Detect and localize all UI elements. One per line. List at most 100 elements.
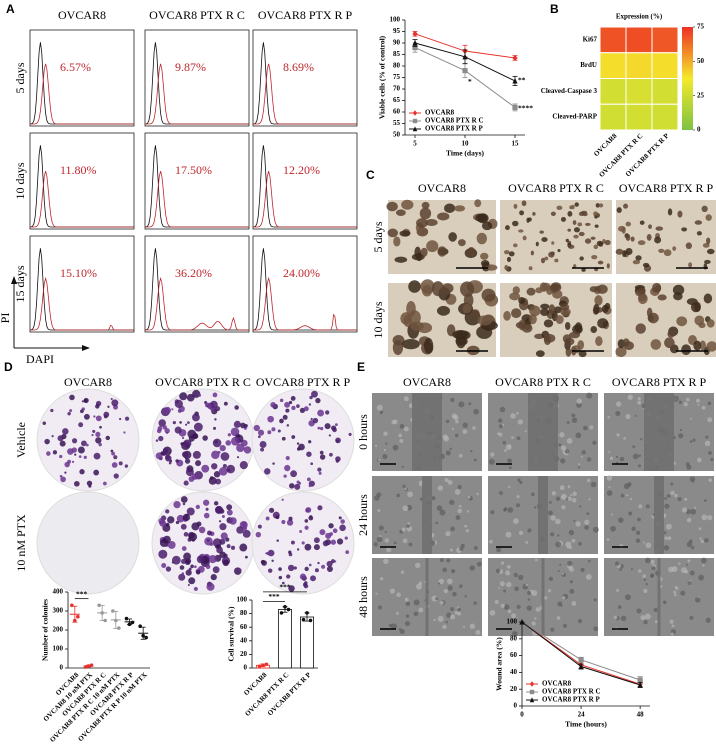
- colony: [81, 440, 87, 447]
- spheroid: [593, 211, 598, 217]
- colony: [81, 400, 85, 403]
- y-axis-label: Cell survival (%): [227, 606, 236, 661]
- cell: [413, 611, 419, 617]
- colony: [206, 582, 215, 591]
- spheroid: [455, 337, 468, 346]
- spheroid: [637, 287, 646, 295]
- cell: [617, 605, 622, 609]
- cell: [690, 509, 696, 515]
- spheroid: [470, 309, 480, 319]
- colony: [175, 459, 179, 463]
- colony: [267, 415, 274, 423]
- cell: [686, 517, 692, 523]
- cell: [498, 586, 501, 589]
- x-tick-label: 48: [637, 711, 645, 719]
- cell: [634, 414, 637, 417]
- cell: [457, 611, 462, 616]
- spheroid: [564, 322, 571, 331]
- spheroid: [672, 284, 685, 296]
- spheroid: [386, 201, 398, 212]
- row-label: 24 hours: [356, 494, 370, 536]
- cell: [404, 487, 407, 491]
- colony: [52, 450, 58, 455]
- colony: [183, 480, 189, 486]
- cell: [531, 621, 536, 626]
- colony: [99, 425, 102, 429]
- colony: [315, 397, 321, 404]
- culture-plate: [36, 491, 140, 595]
- cell: [587, 559, 591, 563]
- spheroid: [693, 340, 702, 351]
- colony: [259, 441, 267, 448]
- data-point: [103, 618, 107, 623]
- spheroid: [518, 296, 526, 304]
- cell: [406, 524, 410, 528]
- y-tick-label: 100: [53, 645, 64, 653]
- cell: [379, 412, 382, 415]
- spheroid: [543, 333, 556, 343]
- row-label: BrdU: [580, 61, 597, 69]
- significance-label: ***: [76, 589, 88, 598]
- cell: [470, 450, 473, 453]
- cell: [548, 501, 552, 504]
- cell: [677, 497, 682, 502]
- cell: [445, 450, 451, 456]
- cell: [435, 521, 438, 525]
- heatmap-cell: [625, 78, 653, 105]
- cell: [637, 397, 641, 401]
- column-header: OVCAR8 PTX R P: [612, 375, 707, 389]
- colony: [317, 505, 323, 511]
- legend-label: OVCAR8 PTX R P: [425, 125, 483, 133]
- cell: [680, 590, 686, 596]
- colony: [225, 440, 232, 446]
- data-point: [111, 609, 115, 613]
- cell: [689, 615, 694, 620]
- cell: [498, 418, 503, 423]
- colony: [330, 539, 337, 545]
- cell: [458, 453, 463, 458]
- colony: [183, 439, 192, 448]
- colony: [185, 468, 194, 477]
- colony: [290, 395, 296, 401]
- colony: [179, 421, 182, 424]
- colony: [167, 516, 175, 524]
- spheroid: [543, 319, 554, 328]
- colony: [208, 476, 217, 485]
- cell: [561, 496, 564, 499]
- colony: [158, 435, 164, 442]
- colony: [95, 437, 102, 444]
- colony: [332, 528, 338, 534]
- y-tick-label: 90: [393, 39, 401, 47]
- colony: [234, 405, 239, 410]
- wound-gap: [541, 558, 545, 636]
- cell: [489, 609, 496, 616]
- cell: [452, 591, 457, 597]
- colony: [336, 538, 344, 545]
- histogram-red: [30, 63, 134, 125]
- cell: [557, 569, 560, 573]
- colony: [240, 439, 248, 447]
- colony: [221, 514, 225, 519]
- cell: [384, 538, 390, 543]
- bar: [299, 616, 314, 669]
- colorbar-label: 75: [697, 23, 705, 31]
- colony: [329, 452, 333, 457]
- colony: [157, 426, 163, 431]
- cell: [467, 495, 471, 499]
- cell: [671, 624, 675, 628]
- colony: [185, 569, 192, 576]
- y-tick-label: 50: [393, 131, 401, 139]
- spheroid: [579, 256, 584, 261]
- data-point: [124, 616, 129, 621]
- wound-gap: [422, 476, 432, 554]
- colony: [212, 438, 222, 448]
- spheroid: [568, 331, 581, 339]
- colony: [227, 433, 232, 437]
- colony: [119, 417, 122, 421]
- colony: [46, 451, 51, 456]
- spheroid: [685, 242, 692, 250]
- cell: [494, 599, 499, 605]
- cell: [503, 589, 507, 593]
- cell: [449, 548, 453, 552]
- cell: [590, 481, 597, 488]
